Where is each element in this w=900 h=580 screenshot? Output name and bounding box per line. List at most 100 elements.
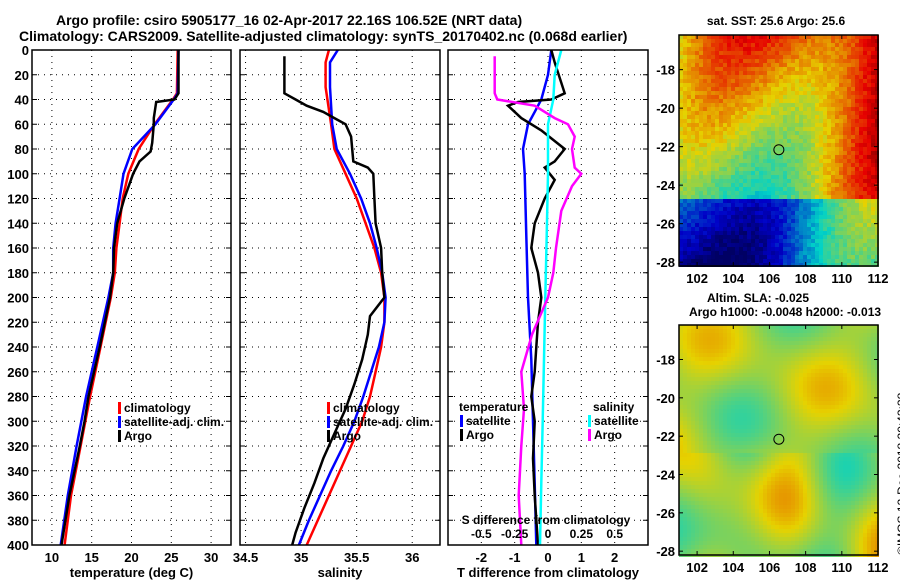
- heatmap-cell: [699, 199, 703, 203]
- heatmap-cell: [851, 107, 855, 111]
- heatmap-cell: [771, 377, 775, 381]
- heatmap-cell: [795, 59, 799, 63]
- heatmap-cell: [779, 151, 783, 155]
- heatmap-cell: [819, 163, 823, 167]
- heatmap-cell: [707, 409, 711, 413]
- heatmap-cell: [755, 445, 759, 449]
- heatmap-cell: [691, 147, 695, 151]
- heatmap-cell: [695, 111, 699, 115]
- heatmap-cell: [743, 361, 747, 365]
- heatmap-cell: [791, 75, 795, 79]
- heatmap-cell: [863, 413, 867, 417]
- heatmap-cell: [775, 211, 779, 215]
- heatmap-cell: [783, 345, 787, 349]
- heatmap-cell: [771, 421, 775, 425]
- heatmap-cell: [859, 47, 863, 51]
- heatmap-cell: [695, 373, 699, 377]
- heatmap-cell: [691, 123, 695, 127]
- heatmap-cell: [683, 103, 687, 107]
- heatmap-cell: [723, 79, 727, 83]
- heatmap-cell: [771, 413, 775, 417]
- heatmap-cell: [855, 329, 859, 333]
- heatmap-cell: [859, 75, 863, 79]
- heatmap-cell: [851, 441, 855, 445]
- heatmap-cell: [723, 207, 727, 211]
- heatmap-cell: [771, 325, 775, 329]
- heatmap-cell: [715, 183, 719, 187]
- heatmap-cell: [775, 353, 779, 357]
- x-axis-label: T difference from climatology: [457, 565, 640, 580]
- heatmap-cell: [739, 449, 743, 453]
- heatmap-cell: [831, 259, 835, 263]
- heatmap-cell: [771, 389, 775, 393]
- heatmap-cell: [823, 357, 827, 361]
- heatmap-cell: [719, 263, 723, 267]
- heatmap-cell: [799, 119, 803, 123]
- heatmap-cell: [807, 139, 811, 143]
- heatmap-cell: [743, 139, 747, 143]
- heatmap-cell: [807, 111, 811, 115]
- heatmap-cell: [791, 199, 795, 203]
- heatmap-cell: [699, 397, 703, 401]
- heatmap-cell: [791, 461, 795, 465]
- heatmap-cell: [787, 353, 791, 357]
- heatmap-cell: [679, 235, 683, 239]
- heatmap-cell: [875, 107, 879, 111]
- heatmap-cell: [815, 47, 819, 51]
- heatmap-cell: [823, 247, 827, 251]
- y-tick-label: -26: [656, 217, 675, 232]
- heatmap-cell: [811, 413, 815, 417]
- heatmap-cell: [747, 211, 751, 215]
- heatmap-cell: [847, 51, 851, 55]
- heatmap-cell: [843, 231, 847, 235]
- heatmap-cell: [691, 457, 695, 461]
- heatmap-cell: [695, 163, 699, 167]
- heatmap-cell: [767, 441, 771, 445]
- heatmap-cell: [811, 369, 815, 373]
- heatmap-cell: [795, 353, 799, 357]
- heatmap-cell: [695, 457, 699, 461]
- heatmap-cell: [843, 163, 847, 167]
- heatmap-cell: [839, 99, 843, 103]
- heatmap-cell: [751, 251, 755, 255]
- heatmap-cell: [771, 341, 775, 345]
- heatmap-cell: [727, 51, 731, 55]
- heatmap-cell: [755, 389, 759, 393]
- heatmap-cell: [855, 183, 859, 187]
- heatmap-cell: [687, 461, 691, 465]
- heatmap-cell: [739, 47, 743, 51]
- heatmap-cell: [843, 211, 847, 215]
- heatmap-cell: [779, 405, 783, 409]
- heatmap-cell: [727, 353, 731, 357]
- heatmap-cell: [847, 235, 851, 239]
- heatmap-cell: [687, 123, 691, 127]
- heatmap-cell: [759, 119, 763, 123]
- heatmap-cell: [707, 123, 711, 127]
- heatmap-cell: [815, 239, 819, 243]
- heatmap-cell: [715, 325, 719, 329]
- heatmap-cell: [795, 139, 799, 143]
- heatmap-cell: [707, 47, 711, 51]
- heatmap-cell: [863, 235, 867, 239]
- heatmap-cell: [695, 79, 699, 83]
- heatmap-cell: [687, 437, 691, 441]
- heatmap-cell: [723, 243, 727, 247]
- heatmap-cell: [707, 417, 711, 421]
- heatmap-cell: [751, 203, 755, 207]
- heatmap-cell: [739, 365, 743, 369]
- heatmap-cell: [763, 79, 767, 83]
- heatmap-cell: [847, 143, 851, 147]
- heatmap-cell: [807, 203, 811, 207]
- heatmap-cell: [875, 243, 879, 247]
- heatmap-cell: [787, 123, 791, 127]
- heatmap-cell: [715, 79, 719, 83]
- heatmap-cell: [851, 87, 855, 91]
- heatmap-cell: [827, 243, 831, 247]
- heatmap-cell: [743, 103, 747, 107]
- heatmap-cell: [679, 163, 683, 167]
- heatmap-cell: [747, 219, 751, 223]
- heatmap-cell: [707, 151, 711, 155]
- heatmap-cell: [815, 429, 819, 433]
- heatmap-cell: [859, 187, 863, 191]
- heatmap-cell: [755, 381, 759, 385]
